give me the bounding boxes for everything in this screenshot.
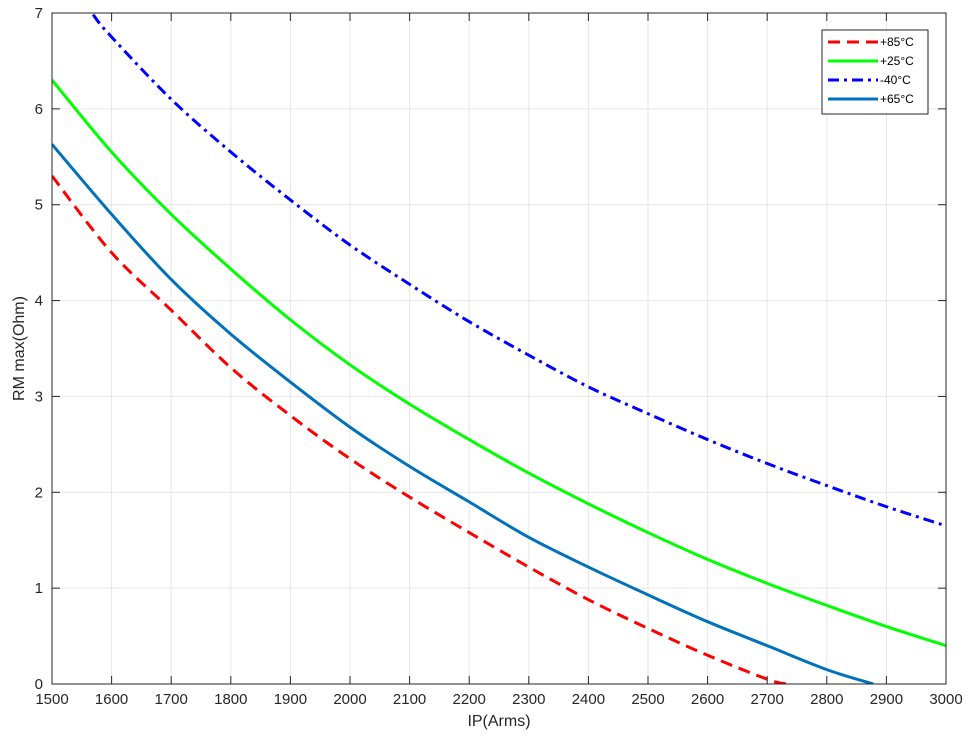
y-tick-label: 0	[35, 676, 43, 693]
grid	[51, 12, 947, 685]
x-tick-label: 1500	[35, 691, 68, 708]
x-tick-label: 3000	[929, 691, 962, 708]
x-tick-label: 2600	[691, 691, 724, 708]
x-tick-label: 2800	[810, 691, 843, 708]
x-tick-label: 2500	[631, 691, 664, 708]
y-tick-label: 6	[35, 101, 43, 118]
y-tick-label: 5	[35, 197, 43, 214]
tick-labels: 1500 1600 1700 1800 1900 2000 2100 2200 2300 2400…	[35, 5, 963, 708]
x-tick-label: 2900	[870, 691, 903, 708]
x-axis-label: IP(Arms)	[467, 713, 530, 730]
legend: +85°C +25°C -40°C +65°C	[821, 29, 929, 115]
plot-frame	[51, 12, 947, 685]
x-tick-label: 2400	[572, 691, 605, 708]
legend-label: -40°C	[880, 73, 911, 87]
y-tick-label: 1	[35, 580, 43, 597]
y-tick-label: 2	[35, 484, 43, 501]
x-tick-label: 2000	[333, 691, 366, 708]
legend-label: +65°C	[880, 92, 914, 106]
x-tick-label: 1900	[274, 691, 307, 708]
legend-label: +25°C	[880, 54, 914, 68]
x-tick-label: 1700	[155, 691, 188, 708]
x-tick-label: 2100	[393, 691, 426, 708]
y-tick-label: 3	[35, 388, 43, 405]
series-line-1	[52, 175, 788, 684]
y-tick-label: 7	[35, 5, 43, 22]
ticks	[51, 12, 947, 685]
series-layer	[52, 13, 946, 684]
series-line-4	[52, 143, 874, 684]
x-tick-label: 2200	[453, 691, 486, 708]
x-tick-label: 1600	[95, 691, 128, 708]
legend-label: +85°C	[880, 35, 914, 49]
series-line-2	[52, 79, 946, 648]
x-tick-label: 2300	[512, 691, 545, 708]
y-tick-label: 4	[35, 293, 43, 310]
series-line-3	[90, 13, 946, 528]
plot-area	[52, 13, 946, 684]
y-axis-label: RM max(Ohm)	[11, 296, 28, 401]
x-tick-label: 1800	[214, 691, 247, 708]
x-tick-label: 2700	[751, 691, 784, 708]
